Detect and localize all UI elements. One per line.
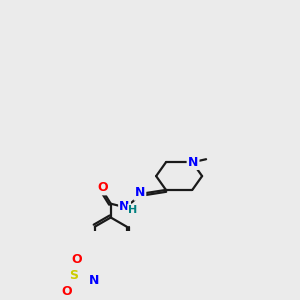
Text: O: O	[61, 285, 72, 298]
Text: N: N	[119, 200, 130, 213]
Text: N: N	[135, 187, 145, 200]
Text: N: N	[188, 156, 198, 169]
Text: H: H	[128, 205, 138, 215]
Text: O: O	[72, 253, 83, 266]
Text: O: O	[97, 181, 108, 194]
Text: N: N	[89, 274, 99, 287]
Text: S: S	[70, 269, 79, 282]
